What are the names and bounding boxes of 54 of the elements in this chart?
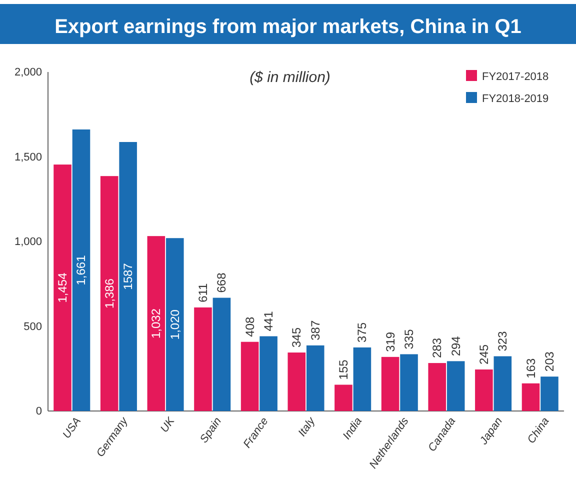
bar [400, 354, 418, 411]
bar [475, 369, 493, 411]
legend-label: FY2017-2018 [482, 71, 549, 83]
bar [540, 376, 558, 411]
data-label: 375 [355, 322, 370, 342]
data-label: 611 [196, 282, 210, 302]
data-label: 1,032 [149, 308, 164, 339]
y-tick-label: 2,000 [14, 66, 42, 79]
y-tick-label: 1,500 [14, 151, 42, 164]
bar [147, 236, 166, 411]
data-label: 408 [242, 316, 257, 337]
data-label: 441 [262, 310, 276, 332]
y-tick-label: 500 [24, 320, 42, 333]
data-label: 323 [496, 330, 510, 352]
bar [353, 347, 372, 411]
chart-title: Export earnings from major markets, China in Q1 [54, 16, 522, 38]
data-label: 1,661 [74, 254, 88, 286]
data-label: 1,386 [102, 278, 116, 309]
data-label: 319 [383, 332, 398, 352]
data-label: 345 [290, 327, 304, 348]
bar [166, 238, 184, 411]
bar [212, 298, 231, 411]
bar [72, 129, 90, 411]
data-label: 1,020 [168, 309, 182, 340]
bar [100, 176, 118, 411]
data-label: 283 [430, 338, 444, 358]
bar [260, 336, 278, 411]
bar [288, 352, 306, 411]
data-label: 387 [308, 320, 322, 340]
x-tick-label: UK [158, 414, 178, 435]
y-tick-label: 1,000 [14, 236, 42, 248]
bar [54, 164, 72, 411]
chart-subtitle: ($ in million) [250, 69, 330, 86]
bar [240, 342, 259, 411]
data-label: 155 [336, 359, 350, 380]
data-label: 668 [214, 272, 229, 293]
bar [334, 384, 352, 411]
data-label: 335 [402, 328, 416, 350]
data-label: 1587 [121, 262, 136, 290]
data-label: 203 [542, 351, 556, 372]
data-label: 163 [524, 358, 538, 378]
bar [194, 307, 212, 411]
bar [446, 361, 465, 411]
bar [522, 383, 540, 411]
y-tick-label: 0 [36, 406, 42, 418]
legend-label: FY2018-2019 [482, 93, 549, 105]
data-label: 1,454 [56, 272, 70, 303]
bar [119, 142, 137, 411]
bar [494, 356, 512, 411]
data-label: 294 [448, 336, 463, 356]
bar [381, 356, 400, 411]
bar [306, 345, 324, 411]
data-label: 245 [476, 344, 491, 364]
bar [428, 363, 446, 411]
